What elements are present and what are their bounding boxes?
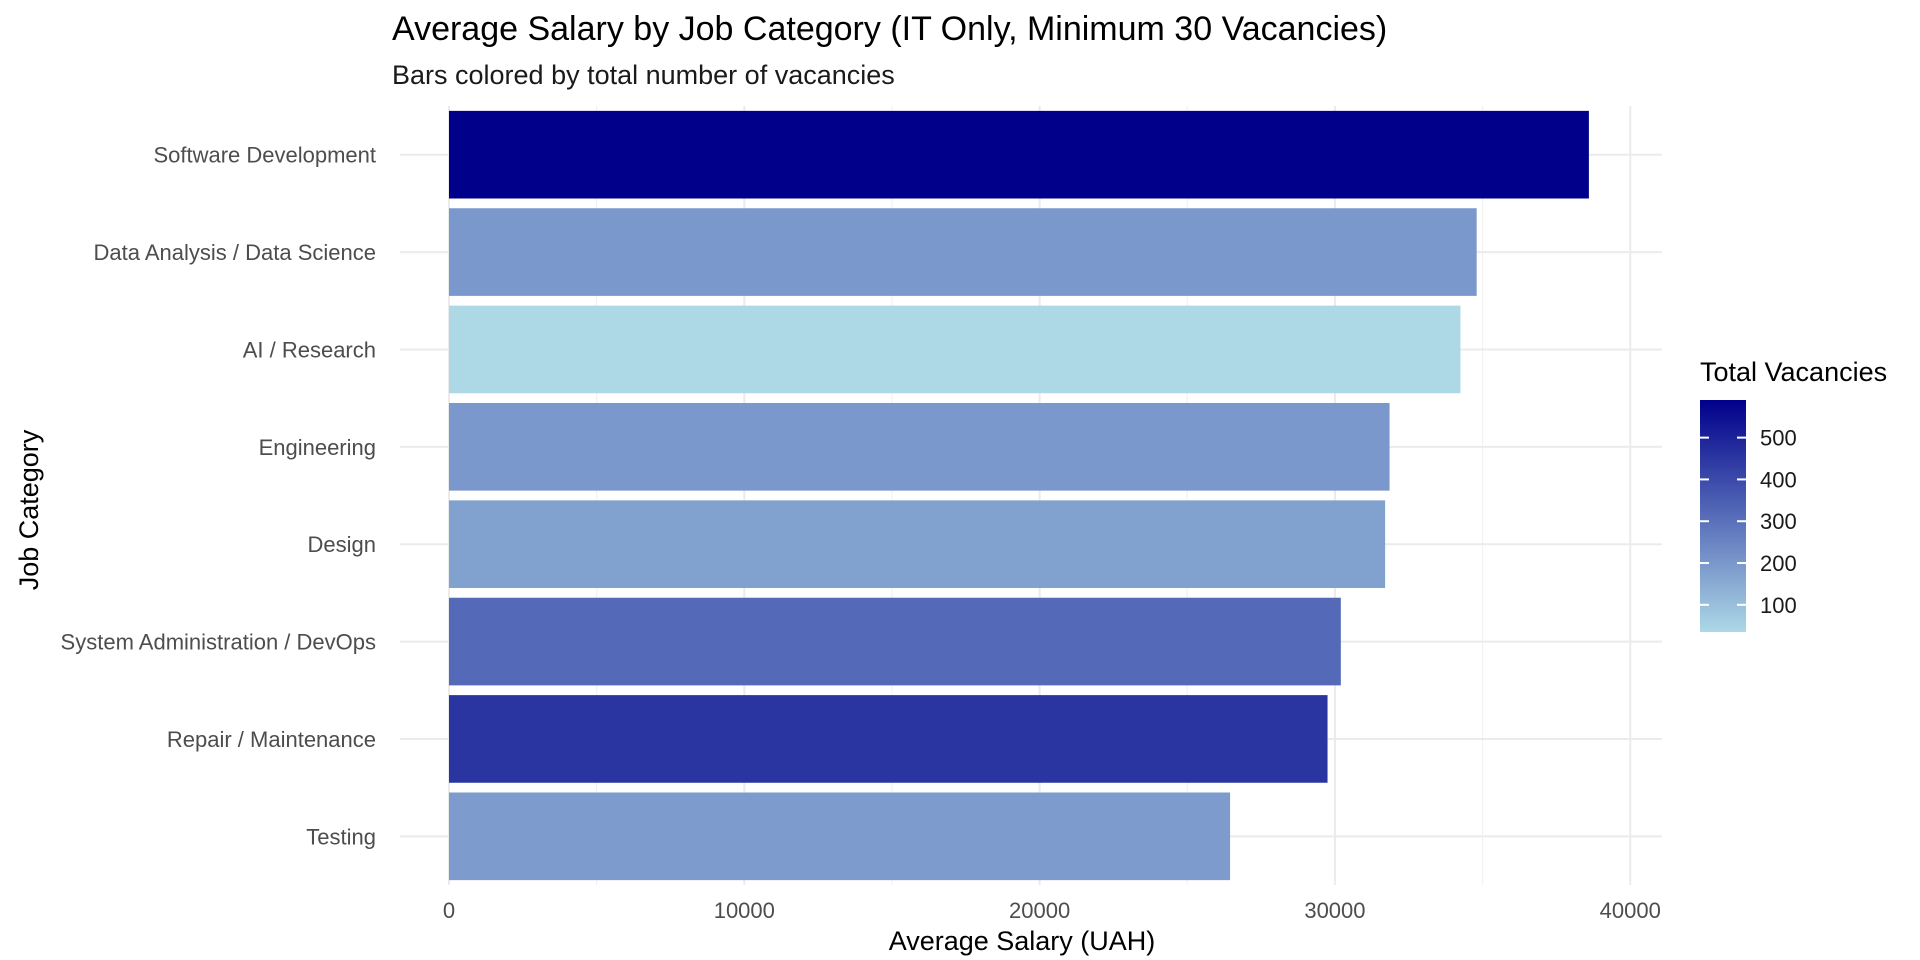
legend-tick-label: 200 <box>1760 551 1797 576</box>
bar <box>449 110 1589 199</box>
bar <box>449 695 1328 783</box>
y-tick-label: Testing <box>306 824 376 849</box>
y-tick-labels: Software Development Data Analysis / Data… <box>61 143 376 850</box>
y-tick-label: Design <box>308 532 376 557</box>
x-axis-title: Average Salary (UAH) <box>889 926 1156 956</box>
x-tick-label: 10000 <box>714 898 775 923</box>
y-tick-label: Repair / Maintenance <box>167 727 376 752</box>
legend-tick-label: 300 <box>1760 509 1797 534</box>
x-tick-label: 20000 <box>1009 898 1070 923</box>
bar <box>449 597 1341 686</box>
x-tick-label: 30000 <box>1304 898 1365 923</box>
legend-tick-label: 500 <box>1760 426 1797 451</box>
chart-title: Average Salary by Job Category (IT Only,… <box>392 10 1387 48</box>
y-tick-label: System Administration / DevOps <box>61 630 376 655</box>
bar <box>449 208 1477 296</box>
bars <box>449 110 1589 881</box>
chart-subtitle: Bars colored by total number of vacancie… <box>392 60 895 90</box>
y-tick-label: Engineering <box>259 435 376 460</box>
y-tick-label: Data Analysis / Data Science <box>94 240 376 265</box>
legend: Total Vacancies 100 200 300 400 500 <box>1700 357 1887 632</box>
legend-title: Total Vacancies <box>1700 357 1887 387</box>
legend-colorbar <box>1700 400 1746 632</box>
x-tick-label: 40000 <box>1600 898 1661 923</box>
bar <box>449 792 1231 881</box>
y-tick-label: AI / Research <box>243 337 376 362</box>
y-tick-label: Software Development <box>153 143 376 168</box>
x-tick-labels: 0 10000 20000 30000 40000 <box>443 898 1661 923</box>
x-tick-label: 0 <box>443 898 455 923</box>
legend-tick-label: 400 <box>1760 467 1797 492</box>
bar <box>449 500 1386 589</box>
bar <box>449 305 1461 394</box>
y-axis-title: Job Category <box>14 429 44 590</box>
legend-tick-label: 100 <box>1760 593 1797 618</box>
bar <box>449 402 1390 491</box>
legend-ticks: 100 200 300 400 500 <box>1700 426 1797 618</box>
